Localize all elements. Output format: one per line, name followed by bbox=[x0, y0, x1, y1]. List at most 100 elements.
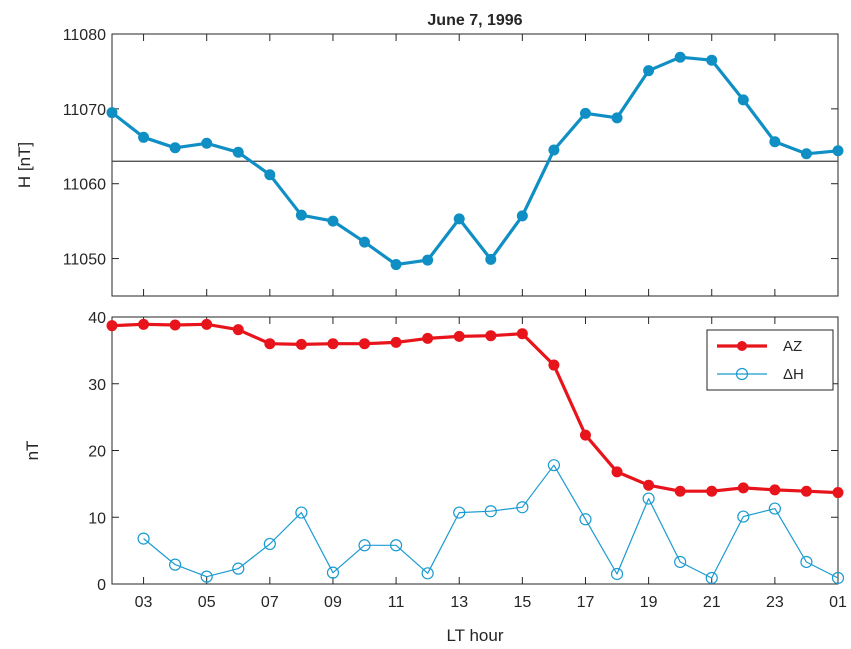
bottom-panel-y-ticks: 0 10 20 30 40 bbox=[88, 310, 838, 594]
data-point bbox=[138, 131, 150, 143]
data-point bbox=[453, 506, 466, 519]
data-point bbox=[643, 479, 655, 491]
legend-marker bbox=[735, 367, 749, 381]
data-point bbox=[138, 318, 150, 330]
data-point bbox=[706, 485, 718, 497]
data-point bbox=[674, 51, 686, 63]
y-tick-label: 11050 bbox=[63, 252, 106, 269]
data-point bbox=[610, 567, 624, 581]
x-tick-label: 05 bbox=[198, 594, 216, 611]
data-point bbox=[232, 146, 244, 158]
data-point bbox=[326, 566, 340, 579]
bottom-panel-x-ticks: 03 05 07 09 11 13 15 17 19 21 23 01 bbox=[135, 317, 847, 611]
top-panel: 11050 11060 11070 11080 June 7, 1996 H [nT] bbox=[15, 12, 844, 297]
data-point bbox=[327, 215, 339, 227]
data-point bbox=[674, 555, 687, 569]
data-point bbox=[737, 510, 750, 523]
data-point bbox=[169, 142, 181, 154]
legend-marker bbox=[737, 341, 747, 351]
data-point bbox=[263, 537, 276, 551]
legend: AZ ΔH bbox=[706, 329, 834, 391]
data-point bbox=[579, 107, 591, 119]
data-point bbox=[516, 210, 528, 222]
x-tick-label: 17 bbox=[577, 594, 595, 611]
data-point bbox=[611, 112, 623, 124]
top-panel-y-axis-label: H [nT] bbox=[15, 142, 34, 188]
top-panel-y-ticks: 11050 11060 11070 11080 bbox=[63, 27, 838, 269]
data-point bbox=[516, 501, 529, 514]
x-tick-label: 13 bbox=[450, 594, 468, 611]
data-point bbox=[484, 505, 497, 518]
data-point bbox=[295, 209, 307, 221]
x-tick-label: 19 bbox=[640, 594, 658, 611]
bottom-panel-y-axis-label: nT bbox=[23, 441, 42, 461]
data-point bbox=[359, 338, 371, 350]
data-point bbox=[548, 144, 560, 156]
data-point bbox=[706, 54, 718, 66]
x-tick-label: 21 bbox=[703, 594, 721, 611]
data-point bbox=[137, 532, 150, 545]
x-axis-label: LT hour bbox=[446, 626, 503, 645]
data-point bbox=[642, 492, 655, 505]
data-point bbox=[200, 570, 213, 583]
bottom-panel: 0 10 20 30 40 03 05 07 09 11 13 15 17 19 21 23 01 nT LT… bbox=[23, 310, 847, 645]
top-panel-x-ticks bbox=[143, 34, 839, 296]
y-tick-label: 11070 bbox=[63, 102, 106, 119]
x-tick-label: 23 bbox=[766, 594, 784, 611]
y-tick-label: 11060 bbox=[63, 177, 106, 194]
data-point bbox=[421, 567, 434, 580]
data-point bbox=[264, 338, 276, 350]
data-point bbox=[832, 145, 844, 157]
data-point bbox=[327, 338, 339, 350]
data-point bbox=[106, 107, 118, 119]
data-point bbox=[737, 482, 749, 494]
data-point bbox=[516, 328, 528, 340]
y-tick-label: 0 bbox=[97, 577, 106, 594]
x-tick-label: 15 bbox=[513, 594, 531, 611]
data-point bbox=[547, 459, 561, 472]
data-point bbox=[201, 137, 213, 149]
bottom-panel-series bbox=[106, 318, 845, 585]
data-point bbox=[579, 513, 592, 526]
top-panel-series bbox=[106, 51, 844, 271]
data-point bbox=[389, 539, 403, 552]
y-tick-label: 10 bbox=[88, 510, 106, 527]
series-line-H bbox=[143, 464, 839, 579]
chart-title: June 7, 1996 bbox=[427, 12, 522, 29]
data-point bbox=[358, 539, 371, 552]
top-panel-axes-box bbox=[111, 33, 839, 297]
y-tick-label: 11080 bbox=[63, 27, 106, 44]
data-point bbox=[674, 485, 686, 497]
data-point bbox=[832, 487, 844, 499]
data-point bbox=[422, 254, 434, 266]
data-point bbox=[831, 571, 845, 585]
data-point bbox=[769, 136, 781, 148]
data-point bbox=[106, 320, 118, 332]
data-point bbox=[264, 169, 276, 181]
x-tick-label: 07 bbox=[261, 594, 279, 611]
x-tick-label: 03 bbox=[135, 594, 153, 611]
data-point bbox=[611, 466, 623, 478]
data-point bbox=[768, 502, 781, 515]
data-point bbox=[548, 359, 560, 371]
data-point bbox=[769, 484, 781, 496]
data-point bbox=[390, 259, 402, 271]
data-point bbox=[295, 338, 307, 350]
data-point bbox=[643, 65, 655, 77]
y-tick-label: 20 bbox=[88, 444, 106, 461]
data-point bbox=[579, 429, 591, 441]
legend-box bbox=[706, 329, 834, 391]
x-tick-label: 09 bbox=[324, 594, 342, 611]
y-tick-label: 40 bbox=[88, 310, 106, 327]
data-point bbox=[453, 330, 465, 342]
data-point bbox=[705, 571, 718, 585]
x-tick-label: 01 bbox=[829, 594, 847, 611]
y-tick-label: 30 bbox=[88, 377, 106, 394]
data-point bbox=[422, 332, 434, 344]
data-point bbox=[295, 506, 308, 519]
x-tick-label: 11 bbox=[388, 594, 405, 611]
data-point bbox=[800, 555, 813, 569]
legend-label: AZ bbox=[783, 338, 802, 355]
legend-label: ΔH bbox=[783, 366, 804, 383]
